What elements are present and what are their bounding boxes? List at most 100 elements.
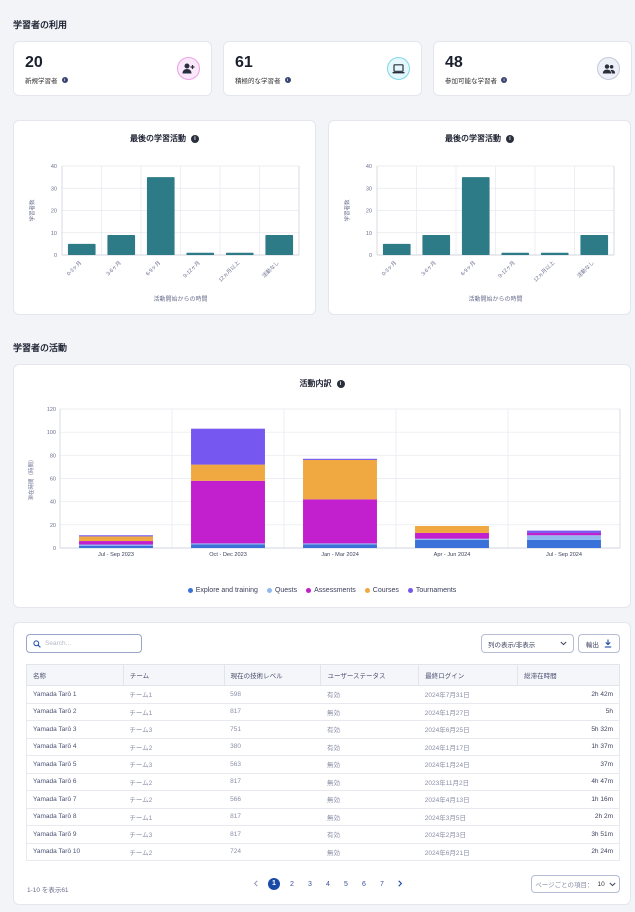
cell-skill-level: 817: [224, 825, 321, 844]
search-input[interactable]: [45, 640, 135, 647]
chart-legend: Explore and training Quests Assessments …: [14, 587, 630, 594]
cell-name: Yamada Tarō 8: [26, 808, 124, 826]
stacked-bar-segment: [79, 535, 153, 537]
legend-swatch: [364, 588, 370, 593]
legend-swatch: [407, 588, 413, 593]
table-row[interactable]: Yamada Tarō 7 チーム2 566 無効 2024年4月13日 1h 16m: [26, 790, 620, 809]
items-per-page-select[interactable]: ページごとの項目： 10: [531, 875, 620, 893]
cell-team: チーム2: [123, 790, 225, 809]
info-icon[interactable]: i: [284, 77, 291, 83]
column-header-team[interactable]: チーム: [122, 664, 225, 686]
activity-breakdown-card: 活動内訳 i 0 20 40 60 80 100 120 Jul - Sep 2023 Oct -…: [13, 364, 631, 608]
y-tick-label: 80: [50, 453, 56, 459]
stacked-bar-segment: [303, 459, 377, 500]
x-tick-label: Jul - Sep 2023: [98, 552, 134, 558]
cell-name: Yamada Tarō 4: [26, 738, 124, 756]
table-row[interactable]: Yamada Tarō 3 チーム3 751 有効 2024年6月25日 5h 32m: [26, 720, 620, 739]
cell-total-time: 2h 24m: [517, 843, 620, 861]
table-row[interactable]: Yamada Tarō 8 チーム1 817 無効 2024年3月5日 2h 2m: [26, 808, 620, 826]
stat-value: 61: [235, 54, 253, 71]
cell-skill-level: 817: [224, 773, 321, 791]
chevron-right-icon[interactable]: [391, 879, 409, 889]
stacked-bar-segment: [415, 525, 489, 533]
y-tick-label: 30: [366, 186, 372, 192]
bar: [540, 252, 569, 255]
cell-skill-level: 380: [224, 738, 321, 756]
stat-value: 48: [445, 54, 463, 71]
legend-item[interactable]: Explore and training: [187, 587, 258, 594]
page-button[interactable]: 4: [326, 880, 330, 888]
x-tick-label: Oct - Dec 2023: [209, 552, 247, 558]
section-title-usage: 学習者の利用: [13, 20, 68, 30]
chevron-left-icon[interactable]: [247, 879, 265, 889]
stacked-bar-segment: [303, 499, 377, 544]
table-row[interactable]: Yamada Tarō 2 チーム1 817 無効 2024年1月27日 5h: [26, 703, 620, 721]
page-button[interactable]: 3: [308, 880, 312, 888]
table-row[interactable]: Yamada Tarō 4 チーム2 380 有効 2024年1月17日 1h 37m: [26, 738, 620, 756]
table-row[interactable]: Yamada Tarō 10 チーム2 724 無効 2024年6月21日 2h 24m: [26, 843, 620, 861]
cell-name: Yamada Tarō 2: [26, 703, 124, 721]
legend-item[interactable]: Assessments: [306, 587, 356, 594]
page-button[interactable]: 1: [268, 878, 280, 890]
page-button[interactable]: 5: [344, 880, 348, 888]
cell-total-time: 4h 47m: [517, 773, 620, 791]
y-tick-label: 0: [53, 546, 56, 552]
page-button[interactable]: 7: [380, 880, 384, 888]
cell-team: チーム1: [123, 703, 225, 721]
cell-total-time: 2h 42m: [517, 685, 620, 704]
table-row[interactable]: Yamada Tarō 9 チーム3 817 有効 2024年2月3日 3h 51m: [26, 825, 620, 844]
y-tick-label: 20: [366, 209, 372, 215]
search-box[interactable]: [26, 634, 142, 653]
cell-team: チーム3: [123, 825, 225, 844]
cell-skill-level: 817: [224, 808, 321, 826]
info-icon[interactable]: i: [506, 134, 514, 143]
bar: [225, 252, 254, 255]
bar: [501, 252, 530, 255]
stacked-bar-segment: [191, 480, 265, 544]
legend-item[interactable]: Courses: [364, 587, 399, 594]
column-header-total-time[interactable]: 総滞在時間: [517, 664, 620, 686]
cell-last-login: 2024年2月3日: [418, 825, 518, 844]
cell-skill-level: 724: [224, 843, 321, 861]
info-icon[interactable]: i: [336, 379, 345, 388]
x-tick-label: 3-6ヶ月: [420, 259, 438, 277]
last-activity-bar-chart: 0 10 20 30 40 0-3ヶ月 3-6ヶ月 6-9ヶ月 9-12ヶ月 12ヵ月以上 活動なし…: [28, 164, 300, 303]
stacked-bar-segment: [79, 536, 153, 542]
column-visibility-dropdown[interactable]: 列の表示/非表示: [481, 634, 574, 653]
column-header-last-login[interactable]: 最終ログイン: [418, 664, 519, 686]
stat-label: 参加可能な学習者 i: [445, 75, 507, 85]
info-icon[interactable]: i: [191, 134, 199, 143]
stacked-bar-segment: [415, 539, 489, 548]
cell-name: Yamada Tarō 3: [26, 720, 124, 739]
bar: [382, 243, 411, 255]
y-tick-label: 20: [51, 209, 57, 215]
chart-title: 最後の学習活動 i: [329, 133, 630, 144]
table-row[interactable]: Yamada Tarō 6 チーム2 817 無効 2023年11月2日 4h 47m: [26, 773, 620, 791]
column-header-name[interactable]: 名称: [26, 664, 124, 686]
bar: [265, 234, 294, 255]
table-row[interactable]: Yamada Tarō 5 チーム3 563 無効 2024年1月24日 37m: [26, 755, 620, 774]
stacked-bar-segment: [527, 535, 601, 540]
cell-status: 無効: [320, 843, 419, 861]
table-row[interactable]: Yamada Tarō 1 チーム1 598 有効 2024年7月31日 2h 42m: [26, 685, 620, 704]
column-header-skill-level[interactable]: 現在の技術レベル: [223, 664, 322, 686]
y-tick-label: 40: [366, 164, 372, 170]
y-tick-label: 20: [50, 523, 56, 529]
page-button[interactable]: 6: [362, 880, 366, 888]
legend-item[interactable]: Tournaments: [407, 587, 456, 594]
cell-name: Yamada Tarō 7: [26, 790, 124, 809]
info-icon[interactable]: i: [61, 77, 68, 83]
cell-name: Yamada Tarō 5: [26, 755, 124, 774]
x-tick-label: 活動なし: [575, 259, 596, 280]
legend-item[interactable]: Quests: [266, 587, 297, 594]
cell-total-time: 1h 37m: [517, 738, 620, 756]
export-button[interactable]: 輸出: [578, 634, 620, 653]
page-button[interactable]: 2: [290, 880, 294, 888]
laptop-icon: [387, 57, 410, 80]
bar: [422, 234, 451, 255]
download-icon: [604, 639, 612, 648]
cell-skill-level: 751: [224, 720, 321, 739]
column-visibility-label: 列の表示/非表示: [488, 641, 536, 649]
info-icon[interactable]: i: [501, 77, 507, 83]
column-header-user-status[interactable]: ユーザーステータス: [320, 664, 420, 686]
